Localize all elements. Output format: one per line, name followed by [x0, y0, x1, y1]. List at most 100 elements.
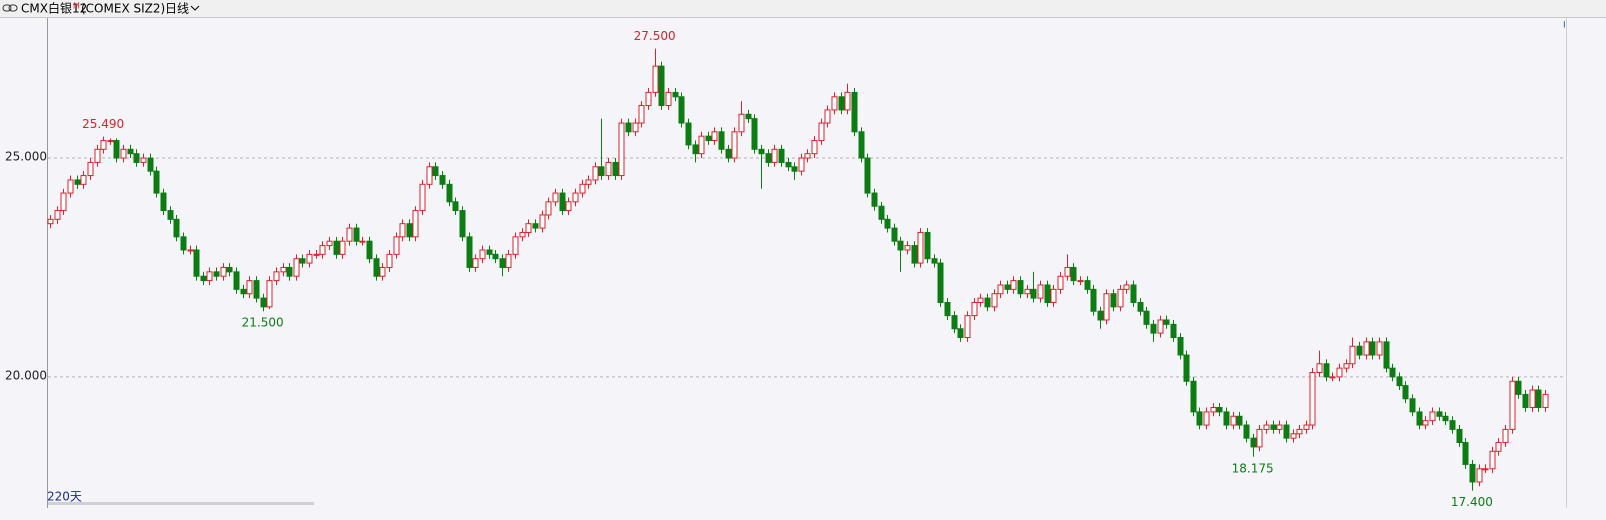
candle-body	[924, 231, 931, 260]
candle-body	[1436, 411, 1443, 417]
candle-body	[1529, 389, 1536, 409]
candle-body	[452, 201, 459, 212]
high-label: 27.500	[634, 29, 676, 43]
candle-body	[519, 231, 526, 238]
candle-body	[260, 297, 267, 308]
candle-body	[598, 166, 605, 177]
candle-body	[439, 175, 446, 185]
candle-body	[1097, 310, 1104, 321]
candle-body	[685, 122, 692, 146]
candle-body	[432, 166, 439, 177]
candle-body	[1482, 468, 1489, 471]
candle-body	[991, 293, 998, 308]
candle-body	[193, 249, 200, 277]
candle-body	[180, 236, 187, 251]
candle-body	[745, 113, 752, 120]
candle-body	[771, 148, 778, 163]
candle-body	[1276, 424, 1283, 430]
candle-body	[359, 240, 366, 243]
candle-body	[220, 266, 227, 277]
candle-body	[1143, 310, 1150, 325]
candle-body	[1489, 450, 1496, 470]
candle-body	[213, 271, 220, 277]
high-label: 25.490	[82, 117, 124, 131]
candle-body	[1296, 428, 1303, 435]
candle-body	[1309, 372, 1316, 426]
candle-body	[605, 161, 612, 177]
candle-body	[678, 96, 685, 124]
symbol-subtitle: (COMEX SIZ2)	[81, 2, 165, 16]
candle-body	[1495, 442, 1502, 452]
candle-body	[1329, 376, 1336, 379]
link-icon[interactable]	[2, 4, 18, 12]
candle-body	[107, 140, 114, 143]
candle-body	[253, 280, 260, 299]
candle-body	[1363, 341, 1370, 356]
candle-body	[233, 271, 240, 290]
candle-body	[1542, 393, 1549, 409]
candle-body	[1077, 280, 1084, 283]
candle-body	[785, 161, 792, 168]
candle-body	[1216, 407, 1223, 413]
candle-body	[1157, 319, 1164, 334]
candle-body	[1084, 280, 1091, 290]
period-chevron[interactable]	[190, 5, 200, 11]
candle-body	[725, 148, 732, 159]
candle-body	[1442, 415, 1449, 422]
candle-body	[326, 240, 333, 247]
candle-body	[758, 148, 765, 155]
candle-body	[1070, 266, 1077, 282]
candle-body	[280, 266, 287, 273]
candle-body	[399, 223, 406, 238]
candle-body	[1422, 420, 1429, 426]
candle-body	[645, 91, 652, 107]
candle-body	[1336, 367, 1343, 378]
candle-body	[306, 253, 313, 264]
candle-body	[944, 301, 951, 317]
period-selector[interactable]: 日线	[165, 2, 189, 16]
candle-body	[1203, 411, 1210, 426]
candle-body	[1210, 407, 1217, 413]
candle-body	[738, 113, 745, 133]
candle-body	[1243, 424, 1250, 439]
candle-body	[419, 183, 426, 212]
candle-body	[851, 91, 858, 133]
candle-body	[811, 140, 818, 155]
candle-body	[319, 245, 326, 255]
candle-body	[1064, 266, 1071, 277]
candle-body	[47, 218, 54, 225]
candle-body	[1349, 345, 1356, 365]
candle-body	[226, 266, 233, 273]
candle-body	[765, 153, 772, 163]
candle-body	[386, 253, 393, 268]
candle-body	[878, 205, 885, 220]
symbol-superscript: M	[73, 2, 80, 11]
candle-body	[625, 122, 632, 133]
candle-body	[731, 131, 738, 159]
candle-body	[1462, 442, 1469, 465]
scrollbar[interactable]	[48, 502, 314, 505]
candle-body	[1263, 424, 1270, 430]
low-label: 17.400	[1451, 495, 1493, 509]
candle-body	[1376, 341, 1383, 356]
candle-body	[1190, 380, 1197, 413]
candle-body	[951, 315, 958, 330]
candle-body	[718, 131, 725, 150]
candle-body	[200, 275, 207, 282]
candle-body	[1383, 341, 1390, 369]
candle-body	[87, 161, 94, 177]
candle-body	[353, 227, 360, 242]
candle-body	[804, 153, 811, 159]
candle-body	[67, 179, 74, 194]
candle-body	[1050, 288, 1057, 303]
candle-body	[1230, 415, 1237, 426]
candle-body	[446, 183, 453, 203]
candle-body	[1010, 280, 1017, 290]
candle-body	[1004, 284, 1011, 290]
candle-body	[891, 227, 898, 242]
candle-body	[366, 240, 373, 260]
candle-body	[1170, 323, 1177, 338]
candle-body	[1150, 323, 1157, 334]
